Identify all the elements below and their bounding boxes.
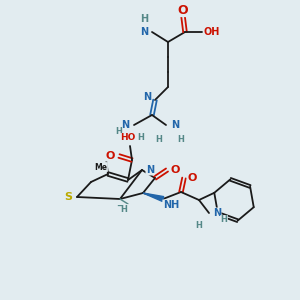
Text: H: H xyxy=(116,128,122,136)
Text: N: N xyxy=(143,92,151,102)
Text: O: O xyxy=(170,165,180,175)
Text: H: H xyxy=(196,221,202,230)
Text: H: H xyxy=(140,14,148,24)
Text: O: O xyxy=(178,4,188,16)
Text: NH: NH xyxy=(163,200,179,210)
Text: O: O xyxy=(105,151,115,161)
Text: N: N xyxy=(213,208,221,218)
Text: O: O xyxy=(187,173,197,183)
Text: HO: HO xyxy=(120,134,136,142)
Text: Me: Me xyxy=(94,163,107,172)
Polygon shape xyxy=(143,193,164,201)
Text: ̅H: ̅H xyxy=(122,205,128,214)
Text: N: N xyxy=(140,27,148,37)
Text: N: N xyxy=(121,120,129,130)
Text: N: N xyxy=(146,165,154,175)
Text: OH: OH xyxy=(204,27,220,37)
Text: H: H xyxy=(138,134,144,142)
Text: N: N xyxy=(171,120,179,130)
Text: H: H xyxy=(156,134,162,143)
Text: H: H xyxy=(220,215,227,224)
Text: H: H xyxy=(178,134,184,143)
Text: S: S xyxy=(64,192,72,202)
